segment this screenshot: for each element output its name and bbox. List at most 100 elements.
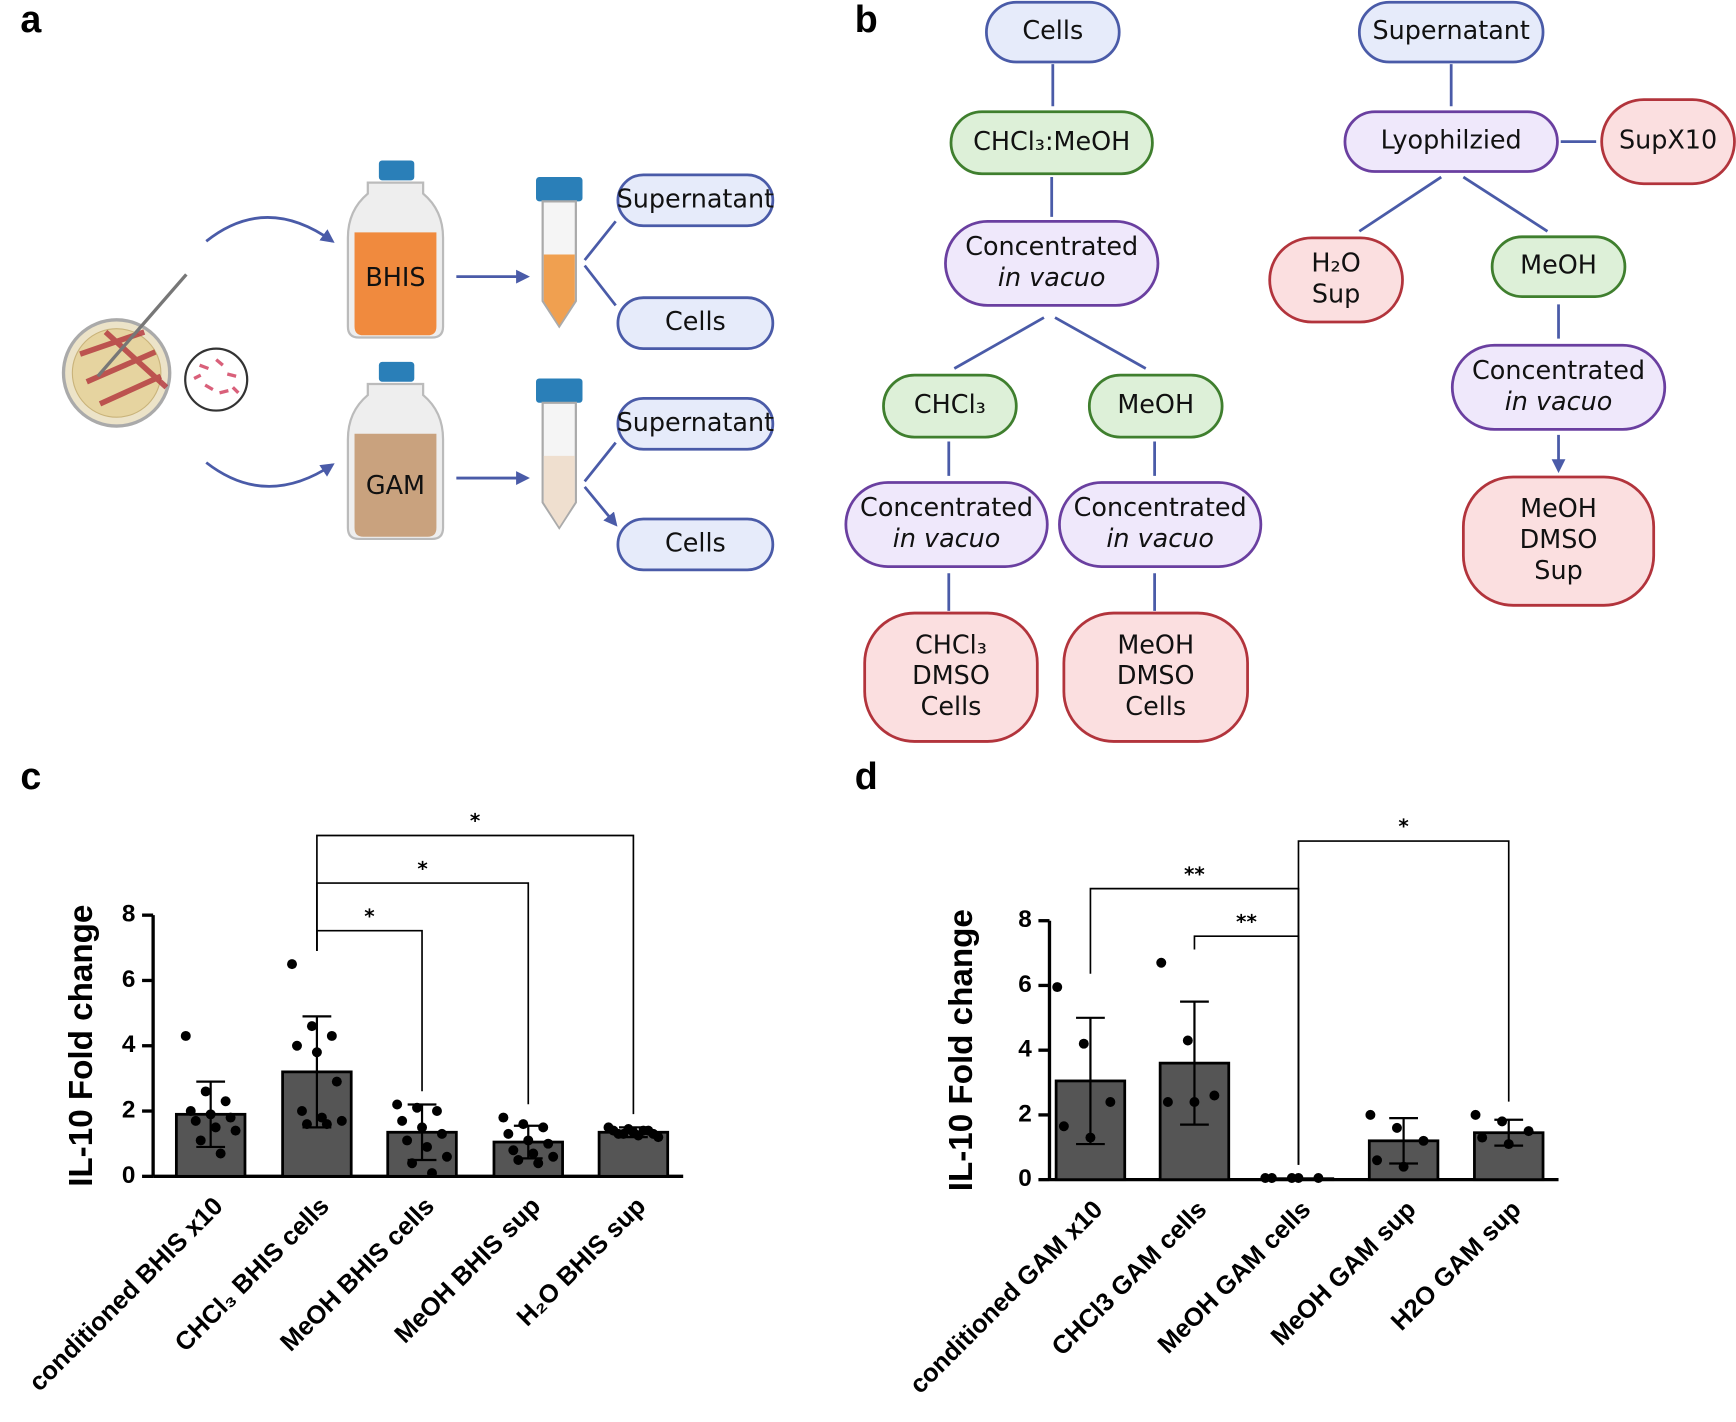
box-label: Supernatant	[617, 408, 774, 438]
bottle-label: BHIS	[365, 263, 425, 293]
data-point	[402, 1135, 413, 1146]
data-point	[1391, 1122, 1402, 1133]
bottle-label: GAM	[366, 471, 425, 501]
node-text: CHCl₃	[914, 390, 986, 420]
data-point	[1189, 1096, 1200, 1107]
data-point	[1085, 1132, 1096, 1143]
node-text: DMSO	[1520, 525, 1598, 555]
node-text: DMSO	[912, 661, 990, 691]
y-tick-label: 4	[122, 1031, 136, 1058]
data-point	[1477, 1132, 1488, 1143]
node-text: Sup	[1312, 279, 1360, 309]
data-point	[436, 1128, 447, 1139]
y-axis-label: IL-10 Fold change	[943, 909, 980, 1191]
data-point	[1105, 1096, 1116, 1107]
y-tick-label: 2	[122, 1096, 136, 1123]
significance-bracket	[1297, 840, 1510, 1165]
data-point	[321, 1119, 332, 1130]
data-point	[1182, 1035, 1193, 1046]
panel-label: c	[20, 755, 41, 797]
data-point	[538, 1122, 549, 1133]
data-point	[498, 1112, 509, 1123]
error-bar	[1076, 1016, 1105, 1146]
data-point	[220, 1096, 231, 1107]
data-point	[1372, 1155, 1383, 1166]
data-point	[397, 1115, 408, 1126]
data-point	[543, 1138, 554, 1149]
data-point	[306, 1021, 317, 1032]
significance-label: *	[364, 905, 375, 928]
significance-label: **	[1184, 863, 1205, 886]
data-point	[638, 1125, 649, 1136]
flow-node	[844, 481, 1049, 568]
flow-node	[944, 219, 1160, 307]
panel-b-arrows	[947, 64, 1597, 611]
data-point	[417, 1122, 428, 1133]
data-point	[292, 1040, 302, 1051]
data-point	[230, 1125, 241, 1136]
data-point	[1497, 1116, 1508, 1127]
node-text: DMSO	[1117, 661, 1195, 691]
data-point	[331, 1076, 342, 1087]
node-text: MeOH	[1520, 494, 1597, 524]
data-point	[311, 1047, 322, 1058]
node-text: Concentrated	[1074, 493, 1247, 523]
data-point	[513, 1155, 524, 1165]
y-tick-label: 8	[122, 901, 136, 928]
significance-label: *	[417, 857, 428, 880]
flow-node	[1461, 475, 1656, 607]
y-tick-label: 2	[1018, 1100, 1032, 1127]
node-text: in vacuo	[893, 524, 1001, 554]
panel-label: b	[855, 0, 878, 40]
data-point	[190, 1115, 201, 1126]
node-text: Lyophilzied	[1381, 126, 1522, 156]
flow-node	[1357, 0, 1545, 64]
node-text: H₂O	[1311, 248, 1360, 278]
data-point	[1156, 957, 1167, 968]
node-text: MeOH	[1520, 251, 1597, 281]
box-label: Cells	[665, 307, 726, 337]
significance-label: *	[1398, 815, 1409, 838]
flow-node	[1343, 110, 1559, 173]
node-text: Concentrated	[1472, 356, 1645, 386]
data-point	[1293, 1173, 1304, 1184]
data-point	[1266, 1173, 1277, 1184]
data-point	[618, 1128, 629, 1139]
data-point	[1052, 982, 1063, 993]
node-text: Cells	[1125, 692, 1186, 722]
data-point	[422, 1141, 432, 1152]
data-point	[1313, 1173, 1324, 1184]
data-point	[653, 1132, 664, 1143]
node-text: in vacuo	[998, 263, 1106, 293]
y-tick-label: 0	[122, 1162, 136, 1189]
flow-node	[1062, 611, 1249, 743]
box-label: Supernatant	[617, 184, 774, 214]
node-text: MeOH	[1117, 390, 1194, 420]
flow-node	[1087, 373, 1224, 439]
panel-label: a	[20, 0, 42, 40]
node-text: Concentrated	[965, 232, 1138, 262]
flow-node	[1600, 98, 1736, 186]
node-text: Supernatant	[1372, 16, 1529, 46]
data-point	[412, 1102, 423, 1113]
data-point	[441, 1151, 452, 1162]
node-text: MeOH	[1117, 630, 1194, 660]
node-text: Cells	[921, 692, 982, 722]
node-text: CHCl₃:MeOH	[973, 127, 1130, 157]
data-point	[427, 1168, 437, 1179]
data-point	[407, 1158, 418, 1169]
data-point	[1209, 1090, 1220, 1101]
significance-label: *	[470, 810, 481, 833]
box	[616, 396, 775, 451]
data-point	[533, 1158, 544, 1169]
data-point	[1078, 1038, 1089, 1049]
flow-node	[985, 0, 1121, 64]
data-point	[180, 1030, 191, 1041]
flow-node	[1268, 236, 1404, 324]
data-point	[185, 1106, 196, 1117]
data-point	[1398, 1161, 1409, 1172]
data-point	[431, 1106, 442, 1117]
data-point	[1418, 1135, 1429, 1146]
data-point	[301, 1119, 312, 1130]
